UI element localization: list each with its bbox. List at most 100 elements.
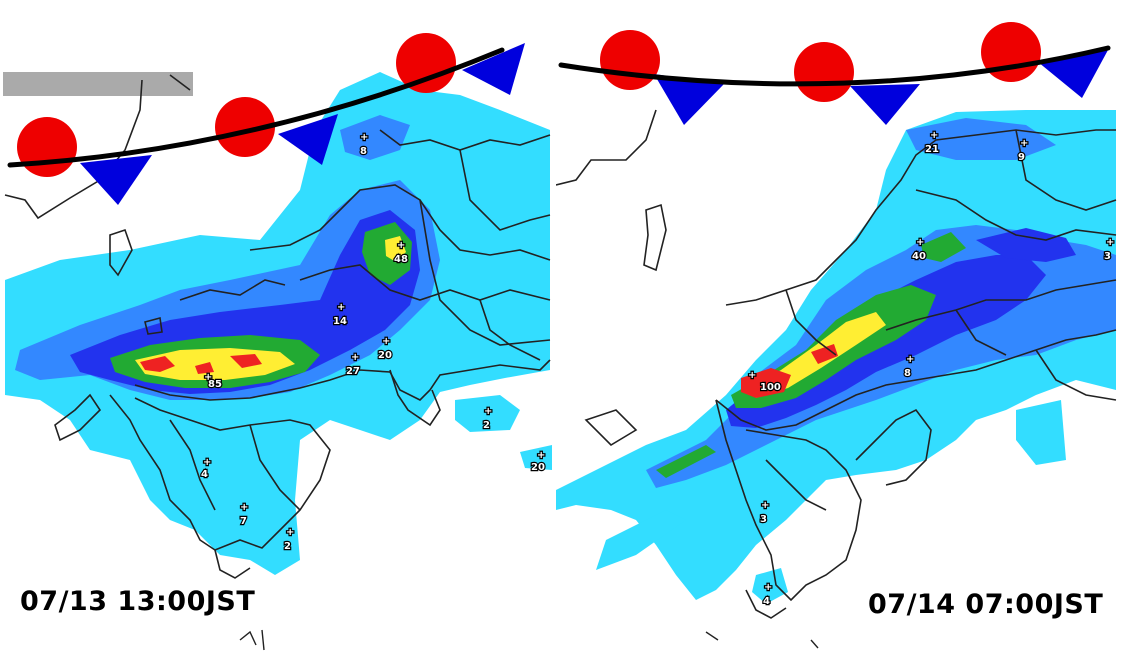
station-marker: +14 <box>332 301 348 328</box>
warm-front-symbol <box>794 42 854 102</box>
map-outlines <box>4 74 551 579</box>
cold-front-symbol <box>80 155 152 205</box>
rainfall-value: 8 <box>904 368 911 379</box>
station-marker: +20 <box>377 335 393 362</box>
rain-lightest-e <box>520 445 552 470</box>
radar-map-right: +21 +9 +40 +3 +8 +100 +3 +4 07/14 07:00J… <box>556 0 1128 655</box>
cold-front-symbol <box>654 74 724 125</box>
cold-front-symbol <box>850 84 920 125</box>
rain-lightest-e <box>1016 400 1066 465</box>
rain-intense <box>741 344 838 398</box>
svg-text:+: + <box>1020 138 1028 149</box>
rainfall-value: 9 <box>1018 152 1025 163</box>
rain-lightest-s <box>752 568 788 604</box>
rainfall-value: 40 <box>912 251 926 262</box>
rainfall-value: 20 <box>531 462 545 473</box>
precipitation-layer <box>5 72 552 575</box>
weather-front <box>558 22 1111 125</box>
svg-text:+: + <box>484 406 492 417</box>
svg-text:+: + <box>764 582 772 593</box>
svg-text:+: + <box>286 527 294 538</box>
map-outlines <box>556 109 1117 619</box>
svg-text:+: + <box>382 336 390 347</box>
rainfall-value: 8 <box>360 146 367 157</box>
station-marker: +8 <box>359 131 370 158</box>
warm-front-symbol <box>17 117 77 177</box>
radar-map-right-canvas: +21 +9 +40 +3 +8 +100 +3 +4 <box>556 22 1117 649</box>
svg-text:+: + <box>351 352 359 363</box>
rainfall-value: 85 <box>208 379 222 390</box>
station-marker: +3 <box>1103 236 1116 263</box>
warm-front-symbol <box>215 97 275 157</box>
svg-text:+: + <box>204 372 212 383</box>
radar-map-left-canvas: +8 +48 +14 +20 +27 +85 +2 +20 +4 +7 +2 <box>3 33 552 651</box>
station-marker: +40 <box>911 236 927 263</box>
rain-intense <box>140 354 262 374</box>
rainfall-value: 3 <box>1104 251 1111 262</box>
rain-lightest-band <box>596 510 686 570</box>
svg-text:+: + <box>397 240 405 251</box>
radar-map-left: +8 +48 +14 +20 +27 +85 +2 +20 +4 +7 +2 0… <box>0 0 552 655</box>
station-marker: +27 <box>345 351 361 378</box>
rain-light-n <box>340 115 410 160</box>
station-marker: +20 <box>530 449 547 474</box>
svg-text:+: + <box>537 450 545 461</box>
cold-front-symbol <box>462 43 525 95</box>
svg-text:+: + <box>337 302 345 313</box>
svg-text:+: + <box>240 502 248 513</box>
station-marker: +21 <box>924 129 940 156</box>
station-marker: +7 <box>239 501 250 528</box>
rain-moderate-ne <box>976 228 1076 262</box>
station-marker: +4 <box>762 581 774 608</box>
rain-heavy-band <box>656 445 716 478</box>
station-marker: +100 <box>747 369 782 394</box>
svg-text:+: + <box>761 500 769 511</box>
timestamp-label: 07/13 13:00JST <box>20 586 256 617</box>
cold-front-symbol <box>278 114 338 165</box>
rainfall-value: 21 <box>925 144 939 155</box>
svg-text:+: + <box>748 370 756 381</box>
svg-text:+: + <box>906 354 914 365</box>
timestamp-label: 07/14 07:00JST <box>868 589 1104 620</box>
svg-text:+: + <box>930 130 938 141</box>
rainfall-value: 100 <box>760 382 781 393</box>
warm-front-symbol <box>600 30 660 90</box>
station-marker: +8 <box>903 353 916 380</box>
station-marker: +48 <box>393 239 409 266</box>
station-marker: +2 <box>482 405 494 432</box>
rainfall-value: 3 <box>760 514 767 525</box>
station-marker: +2 <box>283 526 296 553</box>
station-marker: +4 <box>200 456 213 481</box>
station-marker: +85 <box>203 371 223 391</box>
svg-text:+: + <box>1106 237 1114 248</box>
rainfall-readings: +8 +48 +14 +20 +27 +85 +2 +20 +4 +7 +2 <box>200 131 547 553</box>
missing-data-area <box>3 72 193 96</box>
warm-front-symbol <box>396 33 456 93</box>
rainfall-value: 2 <box>483 420 490 431</box>
rainfall-readings: +21 +9 +40 +3 +8 +100 +3 +4 <box>747 129 1116 608</box>
map-outline-fragment <box>705 631 819 649</box>
rainfall-value: 4 <box>201 469 208 480</box>
front-line <box>7 47 505 168</box>
rainfall-value: 48 <box>394 254 408 265</box>
rainfall-value: 2 <box>284 541 291 552</box>
station-marker: +3 <box>759 499 771 526</box>
rainfall-value: 14 <box>333 316 347 327</box>
svg-text:+: + <box>360 132 368 143</box>
rain-lightest-se <box>455 395 520 432</box>
rain-heavy-n <box>921 232 966 262</box>
rainfall-value: 20 <box>378 350 392 361</box>
rainfall-value: 4 <box>763 596 770 607</box>
front-line <box>558 45 1111 87</box>
svg-text:+: + <box>916 237 924 248</box>
warm-front-symbol <box>981 22 1041 82</box>
rainfall-value: 7 <box>240 516 247 527</box>
svg-text:+: + <box>203 457 211 468</box>
cold-front-symbol <box>1038 50 1108 98</box>
station-marker: +9 <box>1017 137 1030 164</box>
rain-light-n <box>906 118 1056 160</box>
weather-front <box>7 33 525 205</box>
rainfall-value: 27 <box>346 366 360 377</box>
rain-very-heavy-n <box>385 236 406 262</box>
map-outline-fragment <box>239 629 265 651</box>
